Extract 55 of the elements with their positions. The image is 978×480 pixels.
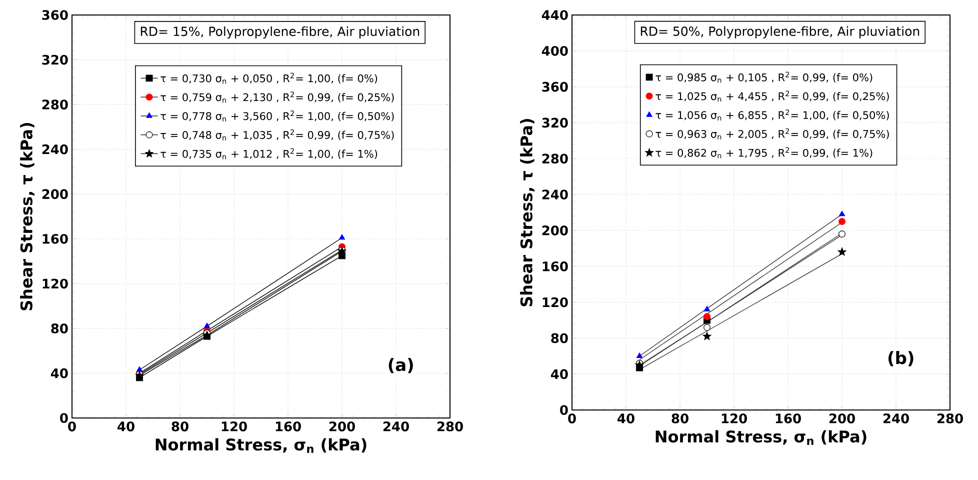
x-tick-label: 80: [172, 422, 188, 432]
y-tick-label: 200: [542, 226, 568, 236]
y-tick-label: 80: [51, 324, 68, 334]
legend-label: τ = 0,748 σ$_{n}$ + 1,035 , R$^{2}$= 0,99, (f= 0,75%): [160, 129, 394, 140]
x-tick-label: 280: [937, 414, 963, 424]
x-tick-label: 240: [383, 422, 409, 432]
y-tick-label: 320: [542, 118, 568, 128]
x-tick-label: 200: [329, 422, 355, 432]
y-tick-label: 440: [542, 10, 568, 20]
y-tick-label: 360: [42, 10, 68, 20]
x-tick-label: 120: [222, 422, 247, 432]
legend-label: τ = 0,862 σ$_{n}$ + 1,795 , R$^{2}$= 0,99, (f= 1%): [656, 147, 872, 158]
y-tick-label: 80: [551, 333, 568, 344]
text: RD= 50%, Polypropylene-fibre, Air pluviation: [640, 26, 920, 38]
legend-label: τ = 0,735 σ$_{n}$ + 1,012 , R$^{2}$= 1,00, (f= 1%): [160, 148, 378, 160]
y-tick-label: 280: [42, 100, 68, 110]
legend-label: τ = 0,985 σ$_{n}$ + 0,105 , R$^{2}$= 0,99, (f= 0%): [656, 72, 872, 83]
x-tick-label: 160: [276, 422, 301, 432]
x-tick-label: 240: [883, 414, 909, 424]
x-tick-label: 120: [722, 414, 747, 424]
x-tick-label: 160: [776, 414, 801, 424]
text: RD= 15%, Polypropylene-fibre, Air pluviation: [140, 26, 420, 39]
legend-label: τ = 0,759 σ$_{n}$ + 2,130 , R$^{2}$= 0,99, (f= 0,25%): [160, 92, 394, 103]
y-tick-label: 40: [50, 368, 68, 378]
x-tick-label: 280: [437, 422, 463, 432]
x-tick-label: 0: [568, 414, 576, 424]
y-axis-title: Shear Stress, τ (kPa): [520, 119, 535, 306]
y-tick-label: 160: [542, 261, 568, 272]
y-tick-label: 400: [542, 46, 568, 56]
x-tick-label: 0: [68, 422, 76, 432]
annotation: (a): [388, 358, 413, 374]
x-tick-label: 40: [118, 422, 134, 432]
legend-label: τ = 0,963 σ$_{n}$ + 2,005 , R$^{2}$= 0,99, (f= 0,75%): [656, 128, 889, 140]
y-tick-label: 120: [542, 297, 568, 308]
legend-label: τ = 0,730 σ$_{n}$ + 0,050 , R$^{2}$= 1,00, (f= 0%): [160, 72, 378, 84]
y-tick-label: 40: [550, 369, 568, 380]
legend-label: τ = 1,025 σ$_{n}$ + 4,455 , R$^{2}$= 0,99, (f= 0,25%): [656, 90, 889, 102]
y-tick-label: 160: [42, 234, 68, 244]
y-axis-title: Shear Stress, τ (kPa): [20, 123, 35, 310]
y-tick-label: 0: [560, 405, 568, 415]
y-tick-label: 120: [42, 278, 68, 289]
x-axis-title: Normal Stress, σ$_{n}$ (kPa): [156, 438, 366, 453]
x-tick-label: 40: [618, 414, 634, 424]
x-tick-label: 200: [829, 414, 855, 424]
y-tick-label: 240: [542, 190, 568, 200]
y-tick-label: 320: [42, 54, 68, 65]
y-tick-label: 240: [42, 144, 68, 154]
annotation: (b): [888, 351, 914, 366]
legend-label: τ = 1,056 σ$_{n}$ + 6,855 , R$^{2}$= 1,00, (f= 0,50%): [656, 110, 889, 121]
x-tick-label: 80: [672, 414, 688, 424]
y-tick-label: 360: [542, 82, 568, 92]
y-tick-label: 280: [542, 154, 568, 164]
y-tick-label: 200: [42, 189, 68, 200]
legend-label: τ = 0,778 σ$_{n}$ + 3,560 , R$^{2}$= 1,00, (f= 0,50%): [160, 110, 394, 122]
x-axis-title: Normal Stress, σ$_{n}$ (kPa): [656, 430, 866, 445]
